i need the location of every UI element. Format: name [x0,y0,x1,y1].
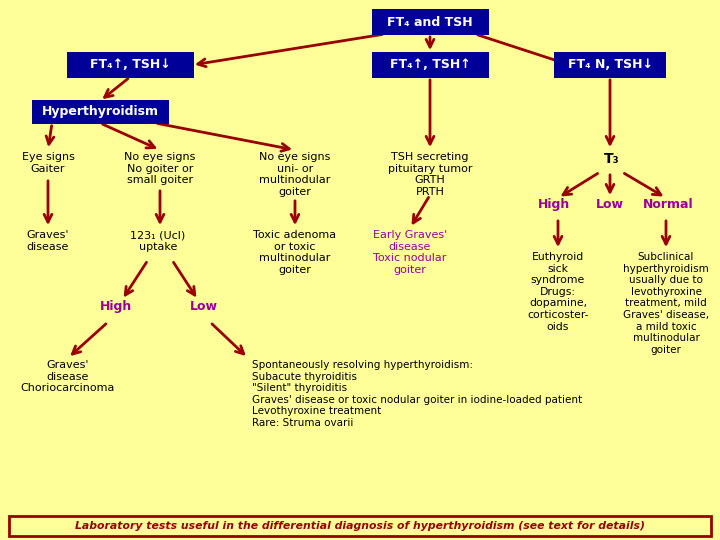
Text: Toxic adenoma
or toxic
multinodular
goiter: Toxic adenoma or toxic multinodular goit… [253,230,336,275]
FancyBboxPatch shape [9,516,711,536]
Text: Laboratory tests useful in the differential diagnosis of hyperthyroidism (see te: Laboratory tests useful in the different… [75,521,645,531]
Text: High: High [100,300,132,313]
Text: Spontaneously resolving hyperthyroidism:
Subacute thyroiditis
"Silent" thyroidit: Spontaneously resolving hyperthyroidism:… [252,360,582,428]
Text: Hyperthyroidism: Hyperthyroidism [42,105,158,118]
Text: No eye signs
uni- or
multinodular
goiter: No eye signs uni- or multinodular goiter [259,152,330,197]
Text: Subclinical
hyperthyroidism
usually due to
levothyroxine
treatment, mild
Graves': Subclinical hyperthyroidism usually due … [623,252,709,355]
Text: TSH secreting
pituitary tumor
GRTH
PRTH: TSH secreting pituitary tumor GRTH PRTH [388,152,472,197]
Text: Eye signs
Gaiter: Eye signs Gaiter [22,152,74,173]
FancyBboxPatch shape [32,100,168,124]
Text: FT₄↑, TSH↓: FT₄↑, TSH↓ [89,58,171,71]
FancyBboxPatch shape [372,9,488,35]
Text: FT₄↑, TSH↑: FT₄↑, TSH↑ [390,58,470,71]
FancyBboxPatch shape [372,52,488,78]
Text: Normal: Normal [643,198,693,211]
FancyBboxPatch shape [66,52,194,78]
Text: Graves'
disease: Graves' disease [27,230,69,252]
Text: T₃: T₃ [604,152,620,166]
Text: FT₄ N, TSH↓: FT₄ N, TSH↓ [567,58,652,71]
Text: No eye signs
No goiter or
small goiter: No eye signs No goiter or small goiter [125,152,196,185]
Text: Graves'
disease
Choriocarcinoma: Graves' disease Choriocarcinoma [21,360,115,393]
Text: 123₁ (Ucl)
uptake: 123₁ (Ucl) uptake [130,230,186,252]
Text: Early Graves'
disease
Toxic nodular
goiter: Early Graves' disease Toxic nodular goit… [373,230,447,275]
Text: FT₄ and TSH: FT₄ and TSH [387,16,473,29]
FancyBboxPatch shape [554,52,666,78]
Text: Low: Low [596,198,624,211]
Text: Low: Low [190,300,218,313]
Text: High: High [538,198,570,211]
Text: Euthyroid
sick
syndrome
Drugs:
dopamine,
corticoster-
oids: Euthyroid sick syndrome Drugs: dopamine,… [527,252,589,332]
